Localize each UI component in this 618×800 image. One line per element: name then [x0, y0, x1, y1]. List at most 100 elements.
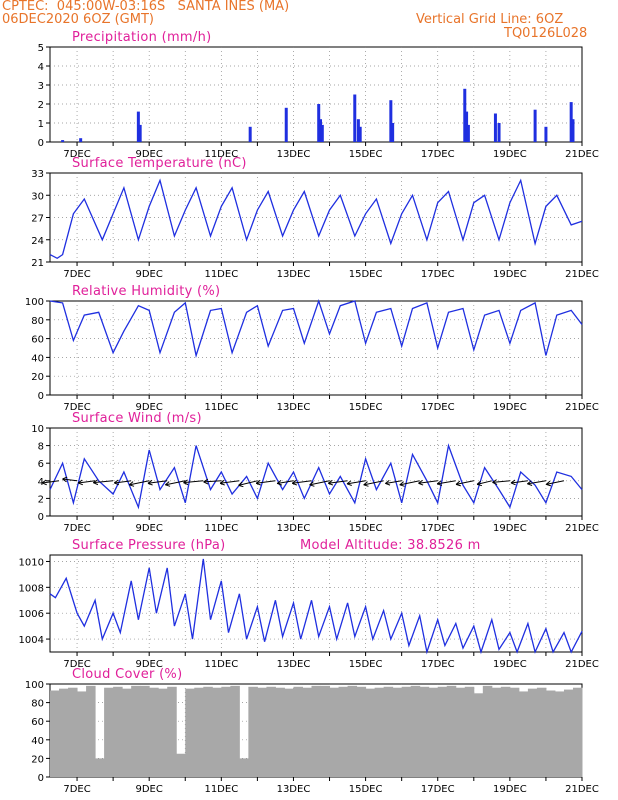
wind-arrow [418, 480, 438, 484]
y-tick-label: 33 [31, 169, 44, 180]
x-tick-label: 15DEC [349, 784, 383, 795]
chart-title: Surface Wind (m/s) [72, 411, 202, 426]
x-tick-label: 9DEC [135, 149, 162, 160]
precip-bar [465, 111, 469, 142]
y-tick-label: 6 [38, 459, 44, 470]
series-line [49, 558, 583, 655]
cloud-bar [158, 688, 168, 777]
y-tick-label: 0 [38, 512, 44, 523]
plot-frame [49, 300, 583, 396]
precip-bar [317, 104, 321, 142]
cloud-bar [239, 758, 249, 777]
cloud-bar [437, 686, 448, 777]
wind-arrow [62, 478, 78, 482]
wind-arrow-head [165, 484, 171, 487]
wind-arrow-head [363, 484, 369, 487]
precip-bar [493, 113, 497, 142]
y-tick-label: 10 [31, 424, 44, 435]
wind-arrow-head [418, 482, 424, 486]
y-tick-label: 1 [38, 119, 44, 130]
wind-arrow-head [546, 483, 552, 487]
wind-arrow-head [41, 479, 47, 484]
precip-bar [497, 123, 501, 142]
cloud-bar [86, 685, 96, 777]
x-tick-label: 7DEC [63, 659, 90, 670]
precip-bar [284, 107, 288, 142]
y-tick-label: 40 [31, 353, 44, 364]
cloud-bar [419, 686, 430, 777]
cloud-bar [365, 688, 376, 777]
chart-title: Surface Pressure (hPa) [72, 538, 226, 553]
y-tick-label: 20 [31, 754, 44, 765]
wind-arrow-head [492, 481, 498, 485]
precip-bar [136, 111, 140, 142]
cloud-bar [473, 693, 484, 777]
wind-arrow-head [492, 479, 497, 483]
wind-arrow-head [93, 482, 99, 486]
wind-arrow [492, 480, 510, 483]
cloud-bar [59, 688, 69, 777]
y-tick-label: 100 [25, 297, 44, 308]
x-tick-label: 11DEC [204, 149, 238, 160]
precip-bar [533, 109, 537, 142]
x-tick-label: 15DEC [349, 149, 383, 160]
cloud-bar [410, 685, 421, 777]
x-tick-label: 15DEC [349, 269, 383, 280]
y-tick-label: 0 [38, 391, 44, 402]
x-tick-label: 19DEC [493, 659, 527, 670]
wind-arrow-head [238, 481, 243, 486]
precip-bar [358, 126, 362, 142]
wind-arrow [476, 480, 492, 485]
cloud-bar [176, 753, 186, 777]
chart-title: Relative Humidity (%) [72, 284, 220, 299]
wind-arrow [385, 480, 402, 484]
run-code: TQ0126L028 [504, 26, 588, 41]
wind-arrow [346, 480, 366, 485]
wind-arrow-head [114, 482, 120, 486]
x-tick-label: 21DEC [565, 269, 599, 280]
cloud-bar [518, 691, 529, 777]
wind-arrow-head [328, 482, 334, 486]
y-tick-label: 2 [38, 494, 44, 505]
wind-arrow-head [437, 483, 443, 486]
y-tick-label: 24 [31, 236, 44, 247]
x-tick-label: 13DEC [277, 149, 311, 160]
chart-title: Cloud Cover (%) [72, 667, 182, 682]
x-tick-label: 17DEC [421, 149, 455, 160]
x-tick-label: 7DEC [63, 402, 90, 413]
wind-arrow-head [385, 482, 391, 486]
cloud-bar [302, 687, 312, 777]
precip-bar [356, 119, 360, 142]
y-tick-label: 100 [25, 680, 44, 691]
x-tick-label: 9DEC [135, 784, 162, 795]
cloud-bar [149, 687, 159, 777]
wind-arrow-head [476, 480, 482, 485]
x-tick-label: 11DEC [204, 523, 238, 534]
cloud-bar [563, 689, 574, 777]
x-tick-label: 7DEC [63, 523, 90, 534]
x-tick-label: 21DEC [565, 402, 599, 413]
y-tick-label: 4 [38, 62, 44, 73]
wind-arrow-head [203, 481, 209, 485]
cloud-bar [230, 685, 240, 777]
precip-bar [61, 140, 65, 142]
cloud-bar [68, 687, 78, 777]
x-tick-label: 15DEC [349, 402, 383, 413]
cloud-bar [428, 687, 439, 777]
wind-arrow-head [255, 479, 261, 484]
precip-bar [389, 100, 393, 142]
x-tick-label: 21DEC [565, 784, 599, 795]
x-tick-label: 11DEC [204, 402, 238, 413]
wind-arrow-head [238, 484, 244, 488]
chart-title: Precipitation (mm/h) [72, 30, 211, 45]
y-tick-label: 40 [31, 736, 44, 747]
wind-arrow-head [476, 483, 483, 487]
precip-bar [248, 126, 252, 142]
x-tick-label: 21DEC [565, 149, 599, 160]
cloud-bar [446, 685, 457, 777]
wind-arrow-head [41, 482, 47, 486]
wind-arrow-head [183, 482, 189, 486]
wind-arrow-head [62, 476, 68, 480]
precip-bar [466, 124, 470, 142]
